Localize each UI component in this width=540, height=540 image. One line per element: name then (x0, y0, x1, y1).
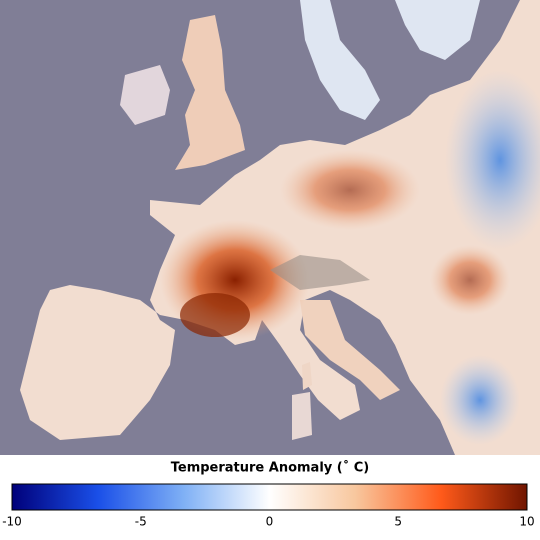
tick-label: -5 (135, 515, 147, 529)
heat-anomaly (280, 150, 420, 230)
tick-label: 5 (394, 515, 402, 529)
colorbar-ticks: -10 -5 0 5 10 (2, 515, 534, 529)
map (0, 0, 540, 455)
land-sardinia (292, 392, 312, 440)
land-ireland (120, 65, 170, 125)
cold-anomaly (445, 70, 540, 250)
heat-core (180, 293, 250, 337)
land-britain (175, 15, 245, 170)
tick-label: -10 (2, 515, 22, 529)
land-mainland (20, 0, 540, 455)
land-corsica (302, 362, 312, 390)
tick-label: 0 (266, 515, 274, 529)
alps (270, 255, 370, 290)
tick-label: 10 (519, 515, 534, 529)
cold-anomaly (440, 355, 520, 445)
land-scandinavia (300, 0, 480, 120)
colorbar-title: Temperature Anomaly (˚ C) (171, 460, 370, 476)
colorbar (11, 483, 528, 511)
heat-anomaly (430, 245, 510, 315)
land-italy (300, 300, 400, 400)
